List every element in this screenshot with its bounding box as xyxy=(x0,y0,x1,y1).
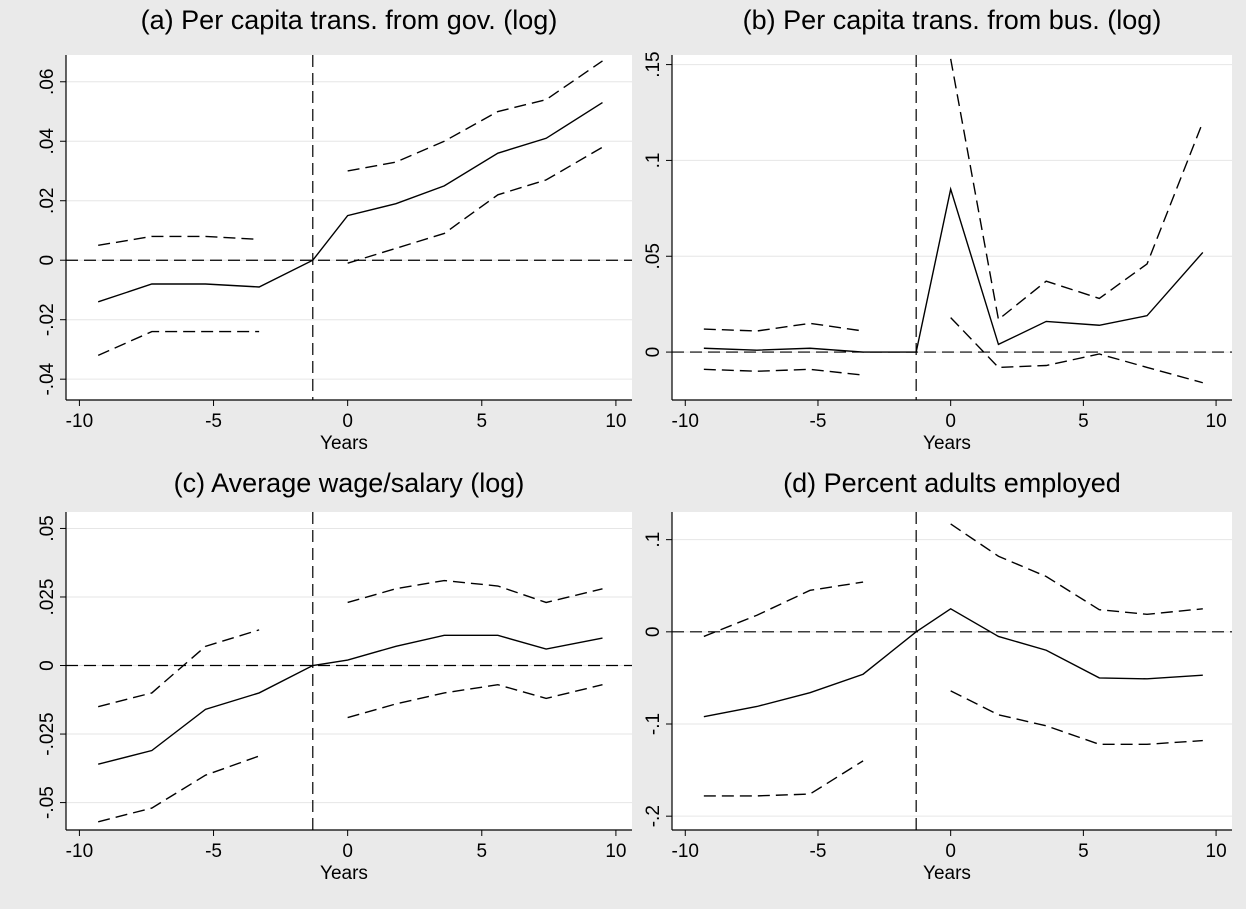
estimate-line xyxy=(703,186,1204,353)
x-tick-label: 5 xyxy=(476,411,487,432)
estimate-line xyxy=(97,101,603,303)
y-tick-label: 0 xyxy=(643,627,664,638)
y-tick-label: .06 xyxy=(37,69,58,95)
chart-title: (d) Percent adults employed xyxy=(783,468,1121,498)
x-tick-label: 10 xyxy=(1206,841,1227,862)
x-tick-label: -10 xyxy=(672,841,699,862)
y-tick-label: .1 xyxy=(643,532,664,548)
y-tick-label: .025 xyxy=(37,578,58,615)
x-tick-label: -5 xyxy=(810,841,827,862)
y-tick-label: -.02 xyxy=(37,303,58,336)
plot-area xyxy=(66,512,632,830)
x-tick-label: 0 xyxy=(342,841,353,862)
y-tick-label: -.04 xyxy=(37,362,58,395)
y-tick-label: .04 xyxy=(37,128,58,155)
x-axis-label: Years xyxy=(320,433,368,454)
x-tick-label: -10 xyxy=(66,411,93,432)
chart-title: (b) Per capita trans. from bus. (log) xyxy=(743,5,1162,35)
x-tick-label: -5 xyxy=(205,841,222,862)
x-axis-label: Years xyxy=(923,863,971,884)
confidence-line xyxy=(703,317,1203,384)
y-tick-label: -.2 xyxy=(643,805,664,827)
confidence-line xyxy=(703,58,1204,332)
x-axis-label: Years xyxy=(320,863,368,884)
estimate-line xyxy=(703,607,1203,718)
x-tick-label: -10 xyxy=(66,841,93,862)
x-tick-label: 10 xyxy=(1206,411,1227,432)
plot-area xyxy=(672,512,1232,830)
plot-area xyxy=(672,55,1232,400)
confidence-line xyxy=(98,579,603,708)
x-tick-label: 0 xyxy=(945,411,956,432)
y-tick-label: .05 xyxy=(643,243,664,269)
plot-area xyxy=(66,55,632,400)
x-tick-label: 0 xyxy=(342,411,353,432)
confidence-line xyxy=(98,683,603,823)
x-tick-label: 10 xyxy=(605,411,626,432)
y-tick-label: .15 xyxy=(643,51,664,77)
x-tick-label: -10 xyxy=(672,411,699,432)
x-tick-label: 5 xyxy=(1078,411,1089,432)
y-tick-label: .05 xyxy=(37,515,58,541)
chart-title: (a) Per capita trans. from gov. (log) xyxy=(141,5,558,35)
y-tick-label: 0 xyxy=(37,255,58,266)
x-tick-label: -5 xyxy=(205,411,222,432)
confidence-line xyxy=(703,523,1203,638)
x-tick-label: 10 xyxy=(605,841,626,862)
y-tick-label: -.025 xyxy=(37,712,58,755)
x-axis-label: Years xyxy=(923,433,971,454)
confidence-line xyxy=(703,690,1203,797)
chart-title: (c) Average wage/salary (log) xyxy=(174,468,525,498)
x-tick-label: -5 xyxy=(810,411,827,432)
y-tick-label: .1 xyxy=(643,152,664,168)
y-tick-label: -.05 xyxy=(37,786,58,819)
y-tick-label: 0 xyxy=(37,660,58,671)
estimate-line xyxy=(98,634,603,765)
confidence-line xyxy=(98,60,603,247)
x-tick-label: 0 xyxy=(945,841,956,862)
y-tick-label: .02 xyxy=(37,188,58,214)
y-tick-label: -.1 xyxy=(643,713,664,735)
confidence-line xyxy=(97,146,603,357)
x-tick-label: 5 xyxy=(476,841,487,862)
x-tick-label: 5 xyxy=(1078,841,1089,862)
y-tick-label: 0 xyxy=(643,347,664,358)
